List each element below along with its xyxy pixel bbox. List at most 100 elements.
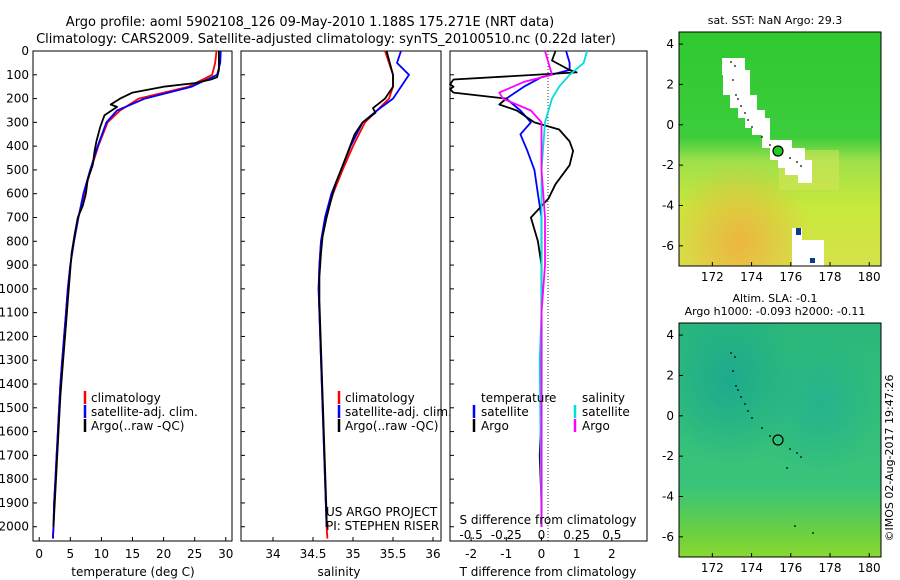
island-dot bbox=[769, 435, 771, 437]
salinity-depth-ticks bbox=[241, 50, 245, 528]
figure-title: Argo profile: aoml 5902108_126 09-May-20… bbox=[66, 15, 554, 30]
island-dot bbox=[789, 157, 791, 159]
island-dot bbox=[734, 356, 736, 358]
temperature-axes-frame bbox=[32, 50, 233, 542]
sla-island-dots bbox=[730, 352, 814, 534]
map-y-tick-label: -6 bbox=[662, 530, 674, 544]
island-dot bbox=[744, 112, 746, 114]
legend-t-satellite: satellite bbox=[481, 405, 529, 419]
series-line bbox=[538, 50, 589, 527]
t-difference-x-axis: -2 -1 0 1 2 bbox=[465, 537, 616, 561]
y-tick-label: 1300 bbox=[0, 353, 29, 367]
x-tick-label: 1 bbox=[573, 547, 581, 561]
legend-temperature-title: temperature bbox=[481, 391, 556, 405]
island-dot bbox=[732, 79, 734, 81]
temperature-legend: climatology satellite-adj. clim. Argo(..… bbox=[83, 391, 198, 433]
island-dot bbox=[789, 448, 791, 450]
island-dot bbox=[761, 427, 763, 429]
difference-axes-frame bbox=[449, 50, 648, 542]
map-x-tick-label: 174 bbox=[740, 561, 763, 575]
y-tick-label: 2000 bbox=[0, 520, 29, 534]
y-tick-label: 800 bbox=[6, 234, 29, 248]
map-y-tick-label: 4 bbox=[666, 37, 674, 51]
sla-map-frame bbox=[678, 322, 882, 558]
series-line bbox=[449, 50, 578, 527]
legend-s-satellite: satellite bbox=[582, 405, 630, 419]
sla-map-title: Altim. SLA: -0.1 bbox=[732, 292, 817, 305]
temperature-xlabel: temperature (deg C) bbox=[71, 565, 194, 579]
salinity-legend: climatology satellite-adj. clim. Argo(..… bbox=[337, 391, 452, 433]
map-x-tick-label: 180 bbox=[858, 270, 881, 284]
sst-missing-data-mask bbox=[722, 58, 812, 183]
difference-series bbox=[449, 50, 589, 527]
series-line bbox=[498, 50, 553, 527]
sla-map-panel: Altim. SLA: -0.1 Argo h1000: -0.093 h200… bbox=[662, 292, 882, 575]
t-difference-xlabel: T difference from climatology bbox=[459, 565, 637, 579]
x-tick-label: 20 bbox=[156, 547, 171, 561]
credit-text: ©IMOS 02-Aug-2017 19:47:26 bbox=[883, 375, 896, 542]
sst-missing-data-mask-south bbox=[792, 240, 824, 266]
island-dot bbox=[796, 161, 798, 163]
difference-panel: -2 -1 0 1 2 T difference from climatology S … bbox=[449, 50, 648, 579]
sst-map-panel: sat. SST: NaN Argo: 29.3 172 174 176 178 180… bbox=[662, 14, 882, 284]
salinity-x-axis: 34 34.5 35 35.5 36 bbox=[265, 537, 441, 561]
island-dot bbox=[786, 467, 788, 469]
y-tick-label: 100 bbox=[6, 68, 29, 82]
map-x-tick-label: 176 bbox=[779, 270, 802, 284]
island-dot bbox=[751, 126, 753, 128]
island-dot bbox=[737, 98, 739, 100]
sla-float-marker bbox=[772, 434, 784, 446]
legend-s-argo: Argo bbox=[582, 419, 610, 433]
island-dot bbox=[747, 410, 749, 412]
x-tick-label: 5 bbox=[66, 547, 74, 561]
salinity-series bbox=[317, 50, 410, 539]
x-tick-label: -1 bbox=[500, 547, 512, 561]
island-dot bbox=[747, 119, 749, 121]
sst-map-axes: 172 174 176 178 180 4 2 0 -2 -4 -6 bbox=[662, 37, 881, 284]
sla-map-axes: 172 174 176 178 180 4 2 0 -2 -4 -6 bbox=[662, 328, 881, 575]
temperature-series bbox=[52, 50, 222, 539]
y-tick-label: 600 bbox=[6, 187, 29, 201]
x-tick-label: -2 bbox=[465, 547, 477, 561]
legend-salinity-title: salinity bbox=[582, 391, 625, 405]
island-dot bbox=[735, 94, 737, 96]
series-line bbox=[52, 50, 218, 539]
island-dot bbox=[751, 417, 753, 419]
map-y-tick-label: -4 bbox=[662, 489, 674, 503]
legend-satellite: satellite-adj. clim. bbox=[345, 405, 452, 419]
x-tick-label: 30 bbox=[218, 547, 233, 561]
difference-legend-salinity: salinity satellite Argo bbox=[573, 391, 630, 433]
salinity-panel: 34 34.5 35 35.5 36 salinity climatology sate… bbox=[240, 50, 452, 579]
x-tick-label: 0 bbox=[35, 547, 43, 561]
series-line bbox=[52, 50, 222, 539]
x-tick-label: 0 bbox=[538, 547, 546, 561]
sst-cold-pixel bbox=[796, 228, 801, 235]
y-tick-label: 1200 bbox=[0, 329, 29, 343]
island-dot bbox=[796, 452, 798, 454]
island-dot bbox=[800, 456, 802, 458]
y-tick-label: 1800 bbox=[0, 472, 29, 486]
y-tick-label: 1500 bbox=[0, 401, 29, 415]
x-tick-label: 35.5 bbox=[380, 547, 407, 561]
x-tick-label: 10 bbox=[94, 547, 109, 561]
sst-map-frame bbox=[678, 31, 882, 267]
y-tick-label: 1900 bbox=[0, 496, 29, 510]
temperature-panel: 0100200300400500600700800900100011001200… bbox=[0, 44, 233, 579]
island-dot bbox=[732, 370, 734, 372]
series-line bbox=[52, 51, 220, 527]
s-difference-xlabel: S difference from climatology bbox=[460, 513, 637, 527]
x-tick-label: 34 bbox=[265, 547, 280, 561]
y-tick-label: 1000 bbox=[0, 282, 29, 296]
project-annotation: US ARGO PROJECT bbox=[326, 505, 438, 519]
series-line bbox=[505, 50, 571, 527]
legend-t-argo: Argo bbox=[481, 419, 509, 433]
island-dot bbox=[800, 165, 802, 167]
map-x-tick-label: 172 bbox=[701, 561, 724, 575]
top-tick-label: -0.25 bbox=[491, 528, 522, 542]
island-dot bbox=[734, 65, 736, 67]
map-y-tick-label: -2 bbox=[662, 449, 674, 463]
map-y-tick-label: 0 bbox=[666, 409, 674, 423]
map-y-tick-label: -4 bbox=[662, 198, 674, 212]
depth-axis: 0 100 200 300 400 500 600 700 800 900 1000 1100 1200… bbox=[0, 44, 37, 534]
legend-climatology: climatology bbox=[345, 391, 415, 405]
